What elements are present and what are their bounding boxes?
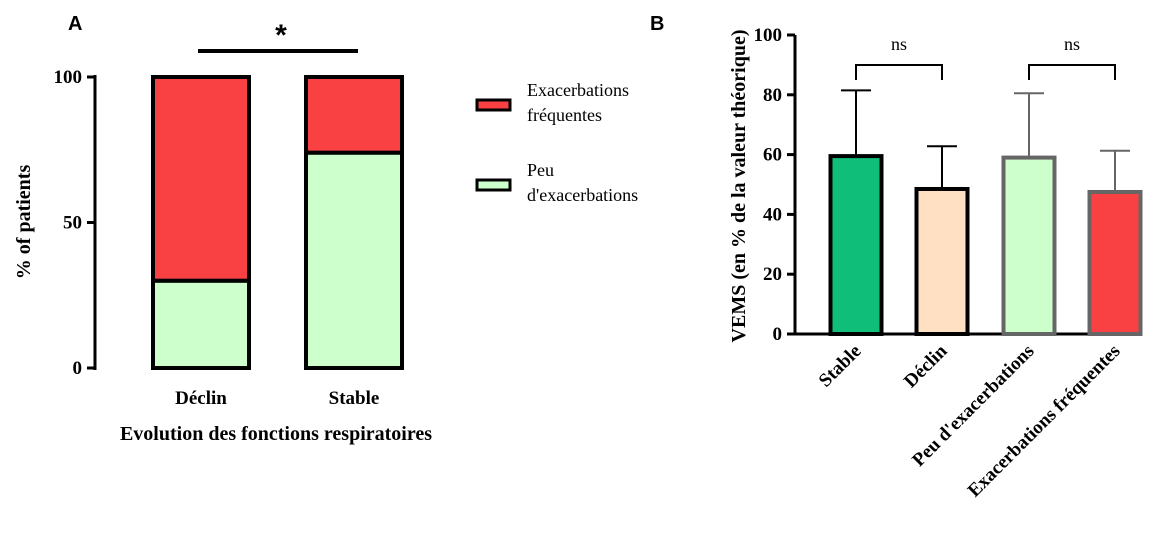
panel-a-y-tick-label: 0 xyxy=(73,358,83,379)
panel-b-y-tick-label: 100 xyxy=(754,25,783,46)
panel-b-x-tick-label: Stable xyxy=(815,341,866,392)
panel-b-y-tick-label: 60 xyxy=(763,145,782,166)
panel-a-y-ticks: 0 50 100 xyxy=(54,67,95,379)
panel-a-x-tick-label: Stable xyxy=(329,388,380,409)
bar-3 xyxy=(1087,189,1143,336)
bar-peu-exacerbations-declin xyxy=(151,278,251,371)
legend-label-line: Exacerbations xyxy=(527,80,629,100)
panel-a-x-tick-label: Déclin xyxy=(175,388,227,409)
bar-2 xyxy=(1001,155,1057,336)
panel-a-letter: A xyxy=(68,13,82,35)
panel-b-y-tick-label: 40 xyxy=(763,204,782,225)
legend-label-line: fréquentes xyxy=(527,105,602,125)
panel-b-y-axis-title: VEMS (en % de la valeur théorique) xyxy=(728,30,750,343)
panel-b-y-tick-label: 20 xyxy=(763,264,782,285)
panel-b-y-tick-label: 0 xyxy=(773,324,783,345)
panel-b-x-tick-label: Déclin xyxy=(900,340,952,392)
comparison-bracket xyxy=(855,64,943,80)
panel-a-y-tick-label: 100 xyxy=(54,67,83,88)
bar-0 xyxy=(828,154,884,336)
legend-label-line: Peu xyxy=(527,160,554,180)
panel-a-x-ticks: Déclin Stable xyxy=(175,388,379,409)
panel-b-bars xyxy=(828,89,1143,336)
comparison-label: ns xyxy=(891,34,907,54)
bar-exacerbations-frequentes-stable xyxy=(304,75,404,155)
panel-a-chart: 0 50 100 Déclin Stable % of patients Evolut… xyxy=(13,19,638,445)
panel-b-x-tick-label: Exacerbations fréquentes xyxy=(964,341,1125,502)
legend-swatch-peu-exacerbations xyxy=(475,178,512,192)
panel-b-letter: B xyxy=(650,13,664,35)
panel-a-x-axis-title: Evolution des fonctions respiratoires xyxy=(120,423,432,445)
comparison-label: ns xyxy=(1064,34,1080,54)
panel-b-y-tick-label: 80 xyxy=(763,85,782,106)
panel-a-bars xyxy=(151,75,404,371)
panel-b-comparisons: ns ns xyxy=(855,34,1116,80)
panel-a-y-tick-label: 50 xyxy=(63,213,82,234)
legend-swatch-exacerbations-frequentes xyxy=(475,98,512,112)
comparison-bracket xyxy=(1028,64,1116,80)
panel-b-y-ticks: 0 20 40 60 80 100 xyxy=(754,25,795,345)
legend-label-line: d'exacerbations xyxy=(527,185,638,205)
bar-1 xyxy=(914,186,970,336)
panel-a-legend: Exacerbations fréquentes Peu d'exacerbation… xyxy=(475,80,638,205)
panel-a-y-axis-title: % of patients xyxy=(13,165,35,280)
bar-exacerbations-frequentes-declin xyxy=(151,75,251,283)
significance-star: * xyxy=(275,19,287,52)
bar-peu-exacerbations-stable xyxy=(304,150,404,370)
